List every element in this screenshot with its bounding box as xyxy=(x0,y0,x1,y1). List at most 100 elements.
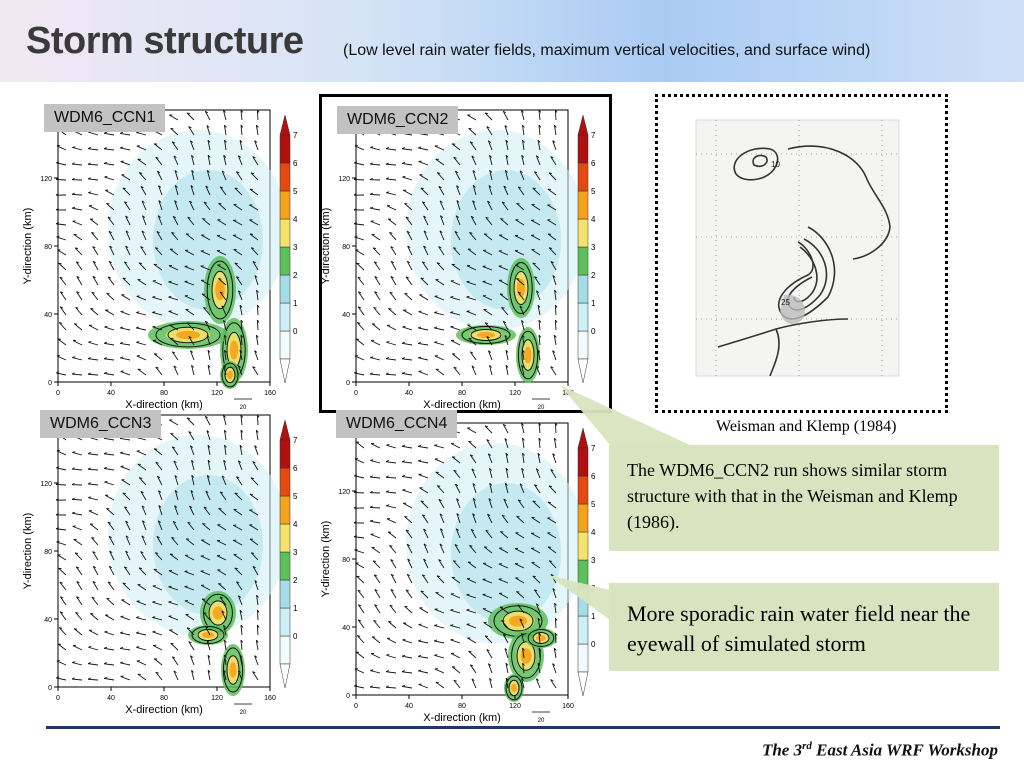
x-tick-label: 80 xyxy=(458,390,466,397)
x-tick-label: 0 xyxy=(56,695,60,702)
footer-workshop: The 3rd East Asia WRF Workshop xyxy=(762,740,998,761)
colorbar-tick-label: 3 xyxy=(293,243,298,252)
colorbar-tick-label: 6 xyxy=(293,159,298,168)
x-axis-label: X-direction (km) xyxy=(125,704,203,716)
ccn2-highlight-frame xyxy=(319,94,612,413)
y-tick-label: 120 xyxy=(40,481,52,488)
reference-caption: Weisman and Klemp (1984) xyxy=(716,418,897,435)
x-tick-label: 160 xyxy=(562,390,574,397)
x-tick-label: 160 xyxy=(264,695,276,702)
footer-rule xyxy=(46,726,1000,729)
reference-vector-label: 20 xyxy=(240,710,247,716)
y-tick-label: 0 xyxy=(346,693,350,700)
y-tick-label: 80 xyxy=(44,244,52,251)
colorbar-tick-label: 2 xyxy=(293,271,298,280)
y-tick-label: 40 xyxy=(342,312,350,319)
y-axis-label: Y-direction (km) xyxy=(22,208,34,285)
x-tick-label: 120 xyxy=(211,695,223,702)
colorbar-tick-label: 7 xyxy=(591,131,596,140)
run-label-wdm6-ccn3: WDM6_CCN3 xyxy=(40,410,162,438)
reference-vector-label: 20 xyxy=(538,718,545,724)
rainwater-colorbar: 0 1 2 3 4 5 6 7 xyxy=(279,419,298,689)
x-tick-label: 80 xyxy=(458,703,466,710)
rainwater-field xyxy=(406,443,586,702)
reference-vector-label: 20 xyxy=(240,405,247,411)
colorbar-tick-label: 5 xyxy=(293,492,298,501)
x-tick-label: 0 xyxy=(56,390,60,397)
colorbar-tick-label: 5 xyxy=(591,187,596,196)
colorbar-tick-label: 2 xyxy=(591,271,596,280)
colorbar-tick-label: 0 xyxy=(591,640,596,649)
rainwater-colorbar: 0 1 2 3 4 5 6 7 xyxy=(279,114,298,384)
colorbar-tick-label: 1 xyxy=(591,612,596,621)
wind-vectors xyxy=(353,422,558,689)
x-tick-label: 0 xyxy=(354,703,358,710)
colorbar-tick-label: 7 xyxy=(591,444,596,453)
y-tick-label: 0 xyxy=(346,380,350,387)
rainwater-field xyxy=(406,130,586,383)
x-tick-label: 40 xyxy=(405,390,413,397)
reference-contour-label-10: 10 xyxy=(771,160,780,169)
y-tick-label: 80 xyxy=(44,549,52,556)
y-tick-label: 80 xyxy=(342,244,350,251)
colorbar-tick-label: 0 xyxy=(293,632,298,641)
reference-image-bg xyxy=(695,119,900,377)
footer-superscript: rd xyxy=(802,740,812,752)
note-similar-structure: The WDM6_CCN2 run shows similar storm st… xyxy=(609,445,999,551)
y-tick-label: 120 xyxy=(338,176,350,183)
rainwater-colorbar: 0 1 2 3 4 5 6 7 xyxy=(577,114,596,384)
rainwater-colorbar: 0 1 2 3 4 5 6 7 xyxy=(577,427,596,697)
run-label-wdm6-ccn1: WDM6_CCN1 xyxy=(44,104,166,132)
y-tick-label: 40 xyxy=(342,625,350,632)
wind-vectors xyxy=(55,109,260,376)
reference-shaded-updraft xyxy=(780,294,805,325)
x-tick-label: 120 xyxy=(509,703,521,710)
colorbar-tick-label: 2 xyxy=(591,584,596,593)
colorbar-tick-label: 3 xyxy=(591,243,596,252)
colorbar-tick-label: 5 xyxy=(591,500,596,509)
y-tick-label: 40 xyxy=(44,312,52,319)
run-label-wdm6-ccn4: WDM6_CCN4 xyxy=(336,410,458,438)
y-tick-label: 120 xyxy=(338,489,350,496)
colorbar-tick-label: 4 xyxy=(293,520,298,529)
reference-vector-label: 20 xyxy=(538,405,545,411)
x-tick-label: 80 xyxy=(160,695,168,702)
x-tick-label: 40 xyxy=(107,390,115,397)
colorbar-tick-label: 5 xyxy=(293,187,298,196)
colorbar-tick-label: 1 xyxy=(293,604,298,613)
model-panel-3: 0 40 80 120 160 0 40 80 120 X-direction (km) Y-dir… xyxy=(8,405,298,716)
x-axis-label: X-direction (km) xyxy=(423,399,501,411)
colorbar-tick-label: 4 xyxy=(591,215,596,224)
colorbar-tick-label: 7 xyxy=(293,436,298,445)
y-tick-label: 120 xyxy=(40,176,52,183)
weisman-klemp-diagram: 10 25 xyxy=(695,119,900,377)
model-panel-2: 0 40 80 120 160 0 40 80 120 X-direction (km) Y-dir… xyxy=(306,100,596,411)
colorbar-tick-label: 1 xyxy=(591,299,596,308)
colorbar-tick-label: 0 xyxy=(293,327,298,336)
colorbar-tick-label: 3 xyxy=(293,548,298,557)
slide-subtitle: (Low level rain water fields, maximum ve… xyxy=(343,42,871,59)
colorbar-tick-label: 4 xyxy=(591,528,596,537)
y-tick-label: 40 xyxy=(44,617,52,624)
x-axis-label: X-direction (km) xyxy=(423,712,501,724)
reference-contour-label-25: 25 xyxy=(781,298,790,307)
y-axis-label: Y-direction (km) xyxy=(320,208,332,285)
y-tick-label: 80 xyxy=(342,557,350,564)
model-panel-4: 0 40 80 120 160 0 40 80 120 X-direction (km) Y-dir… xyxy=(306,413,596,724)
colorbar-tick-label: 6 xyxy=(591,159,596,168)
run-label-wdm6-ccn2: WDM6_CCN2 xyxy=(337,106,459,134)
colorbar-tick-label: 1 xyxy=(293,299,298,308)
title-bar: Storm structure (Low level rain water fi… xyxy=(0,0,1024,82)
colorbar-tick-label: 6 xyxy=(591,472,596,481)
rainwater-field xyxy=(108,435,288,696)
colorbar-tick-label: 2 xyxy=(293,576,298,585)
note-sporadic-rainwater: More sporadic rain water field near the … xyxy=(609,583,999,671)
colorbar-tick-label: 7 xyxy=(293,131,298,140)
colorbar-tick-label: 4 xyxy=(293,215,298,224)
colorbar-tick-label: 6 xyxy=(293,464,298,473)
x-tick-label: 80 xyxy=(160,390,168,397)
